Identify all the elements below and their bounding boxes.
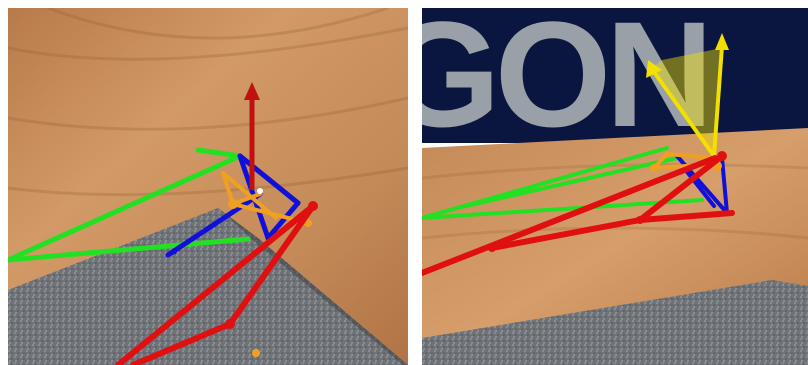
banner-text: GON <box>422 8 708 158</box>
right-scene: GON <box>422 8 808 365</box>
carpet-tile <box>8 208 408 365</box>
left-scene <box>8 8 408 365</box>
carpet-tile <box>422 280 808 365</box>
blue-arrow-icon <box>168 244 180 255</box>
yellow-arrow-icon-2 <box>646 60 662 78</box>
backdrop-wall <box>422 8 808 143</box>
right-render-view: GON <box>422 8 808 365</box>
green-leg <box>8 147 251 263</box>
red-axis-arrow-icon <box>244 82 260 100</box>
wood-grain <box>8 8 408 197</box>
green-leg <box>422 146 704 220</box>
yellow-arrow-icon <box>715 33 729 50</box>
red-leg <box>422 153 735 276</box>
red-leg <box>115 203 316 365</box>
left-render-view <box>8 8 408 365</box>
rotation-wedge <box>650 48 722 156</box>
